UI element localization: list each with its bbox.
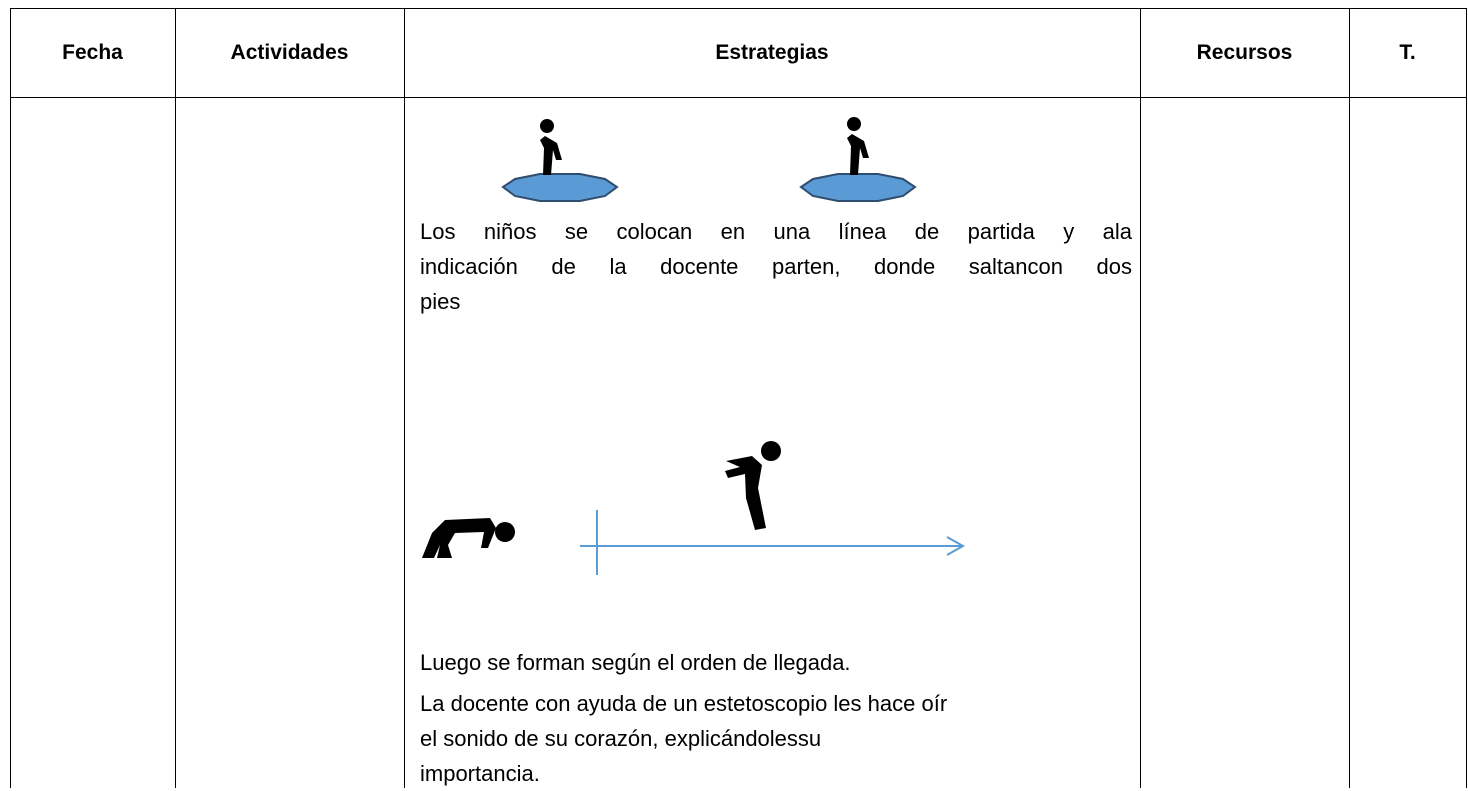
header-cell: Actividades [230, 40, 349, 64]
rule [10, 97, 1467, 98]
rule [404, 8, 405, 788]
paragraph: La docente con ayuda de un estetoscopio … [420, 686, 1132, 791]
trampoline-figure [799, 117, 917, 202]
header-cell: Recursos [1196, 40, 1293, 64]
text-line: indicación de la docente parten, donde s… [420, 254, 1132, 279]
page: Fecha Actividades Estrategias Recursos T… [10, 8, 1467, 788]
paragraph: Luego se forman según el orden de llegad… [420, 645, 1132, 680]
rule [175, 8, 176, 788]
paragraph: Los niños se colocan en una línea de par… [420, 214, 1132, 319]
jumping-figure [725, 441, 781, 530]
text-line: Luego se forman según el orden de llegad… [420, 650, 851, 675]
trampoline-figure [501, 119, 619, 202]
text-line: pies [420, 289, 461, 314]
rule [1466, 8, 1467, 788]
illustrations [422, 117, 966, 575]
rule [1140, 8, 1141, 788]
header-cell: Fecha [62, 40, 123, 64]
header-cell: T. [1399, 40, 1416, 64]
text-line: importancia. [420, 761, 540, 786]
start-line [580, 510, 966, 575]
rule [10, 8, 11, 788]
rule [1349, 8, 1350, 788]
rule [10, 8, 1467, 9]
crawling-figure [422, 518, 515, 558]
text-line: La docente con ayuda de un estetoscopio … [420, 691, 948, 716]
text-line: Los niños se colocan en una línea de par… [420, 219, 1132, 244]
text-line: el sonido de su corazón, explicándolessu [420, 726, 822, 751]
header-cell: Estrategias [715, 40, 829, 64]
